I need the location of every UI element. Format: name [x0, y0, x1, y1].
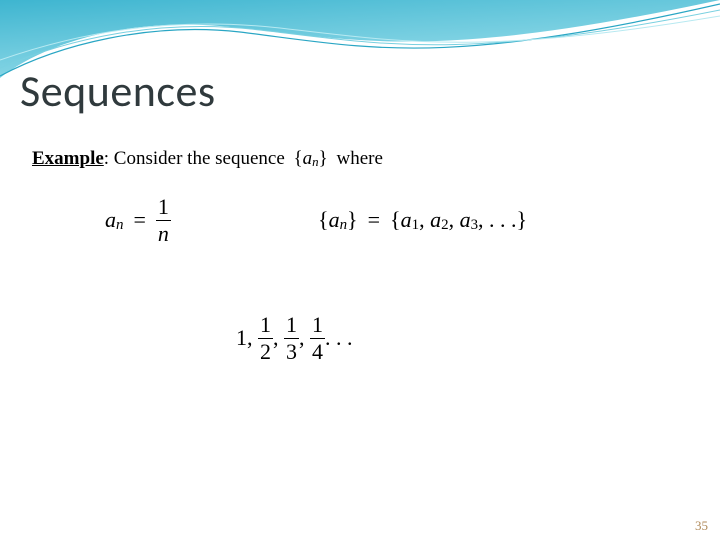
example-text: : Consider the sequence	[104, 148, 290, 169]
frac-den: n	[156, 220, 171, 245]
sequence-notation-inline: {an}	[290, 148, 332, 169]
example-label: Example	[32, 148, 104, 169]
term-1-4: 14	[310, 314, 325, 363]
set-rhs: {a1, a2, a3, . . .}	[390, 207, 527, 234]
frac-num: 1	[156, 196, 171, 220]
ellipsis: . . .	[325, 325, 353, 351]
sequence-values: 1, 12 , 13 , 14 . . .	[236, 314, 353, 363]
example-line: Example: Consider the sequence {an} wher…	[32, 148, 383, 170]
formula-an-def: an = 1 n	[105, 196, 171, 245]
formula-set-expand: {an} = {a1, a2, a3, . . .}	[318, 207, 527, 234]
page-number: 35	[695, 518, 708, 534]
eq-sign-1: =	[133, 207, 145, 233]
where-text: where	[332, 148, 383, 169]
an-lhs: an	[105, 207, 123, 234]
frac-1-over-n: 1 n	[156, 196, 171, 245]
slide-title: Sequences	[20, 64, 216, 118]
set-lhs: {an}	[318, 207, 358, 234]
term-1-3: 13	[284, 314, 299, 363]
term-1-2: 12	[258, 314, 273, 363]
term-1: 1,	[236, 325, 258, 351]
eq-sign-2: =	[368, 207, 380, 233]
